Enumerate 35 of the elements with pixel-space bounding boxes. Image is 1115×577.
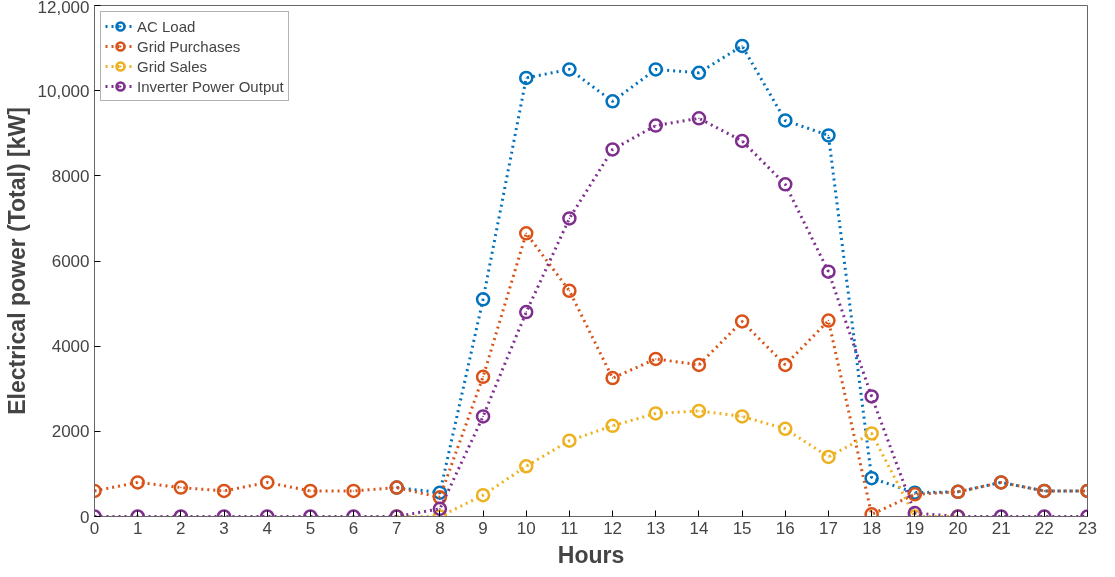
x-tick-label: 22 [1034, 518, 1054, 538]
x-axis-title: Hours [557, 541, 625, 568]
x-tick-label: 14 [689, 518, 709, 538]
y-tick-label: 10,000 [37, 81, 90, 101]
x-tick-label: 5 [305, 518, 316, 538]
x-tick-label: 8 [435, 518, 445, 538]
y-tick-label: 8000 [51, 166, 90, 186]
x-tick-label: 19 [905, 518, 925, 538]
x-tick-label: 20 [948, 518, 968, 538]
legend-label: Grid Purchases [137, 37, 241, 55]
x-tick-label: 4 [262, 518, 272, 538]
y-tick-label: 4000 [51, 337, 90, 357]
x-tick-label: 7 [391, 518, 402, 538]
x-tick-label: 12 [603, 518, 623, 538]
x-tick-label: 1 [132, 518, 143, 538]
x-tick-label: 9 [478, 518, 488, 538]
x-tick-label: 3 [219, 518, 229, 538]
x-tick-label: 17 [819, 518, 838, 538]
x-tick-label: 6 [348, 518, 359, 538]
legend-label: AC Load [137, 17, 196, 35]
y-tick-label: 2000 [51, 422, 90, 442]
x-tick-label: 16 [775, 518, 795, 538]
x-tick-label: 10 [516, 518, 536, 538]
y-tick-label: 12,000 [37, 0, 90, 17]
y-tick-label: 6000 [51, 252, 90, 271]
x-tick-label: 15 [732, 518, 752, 538]
legend-label: Grid Sales [137, 57, 208, 75]
x-tick-label: 13 [646, 518, 666, 538]
x-tick-label: 23 [1078, 518, 1097, 538]
x-tick-label: 2 [176, 518, 186, 538]
y-axis-title: Electrical power (Total) [kW] [3, 107, 30, 415]
legend-label: Inverter Power Output [137, 77, 284, 95]
x-tick-label: 11 [560, 518, 579, 538]
x-tick-label: 21 [991, 518, 1011, 538]
x-tick-label: 18 [862, 518, 882, 538]
